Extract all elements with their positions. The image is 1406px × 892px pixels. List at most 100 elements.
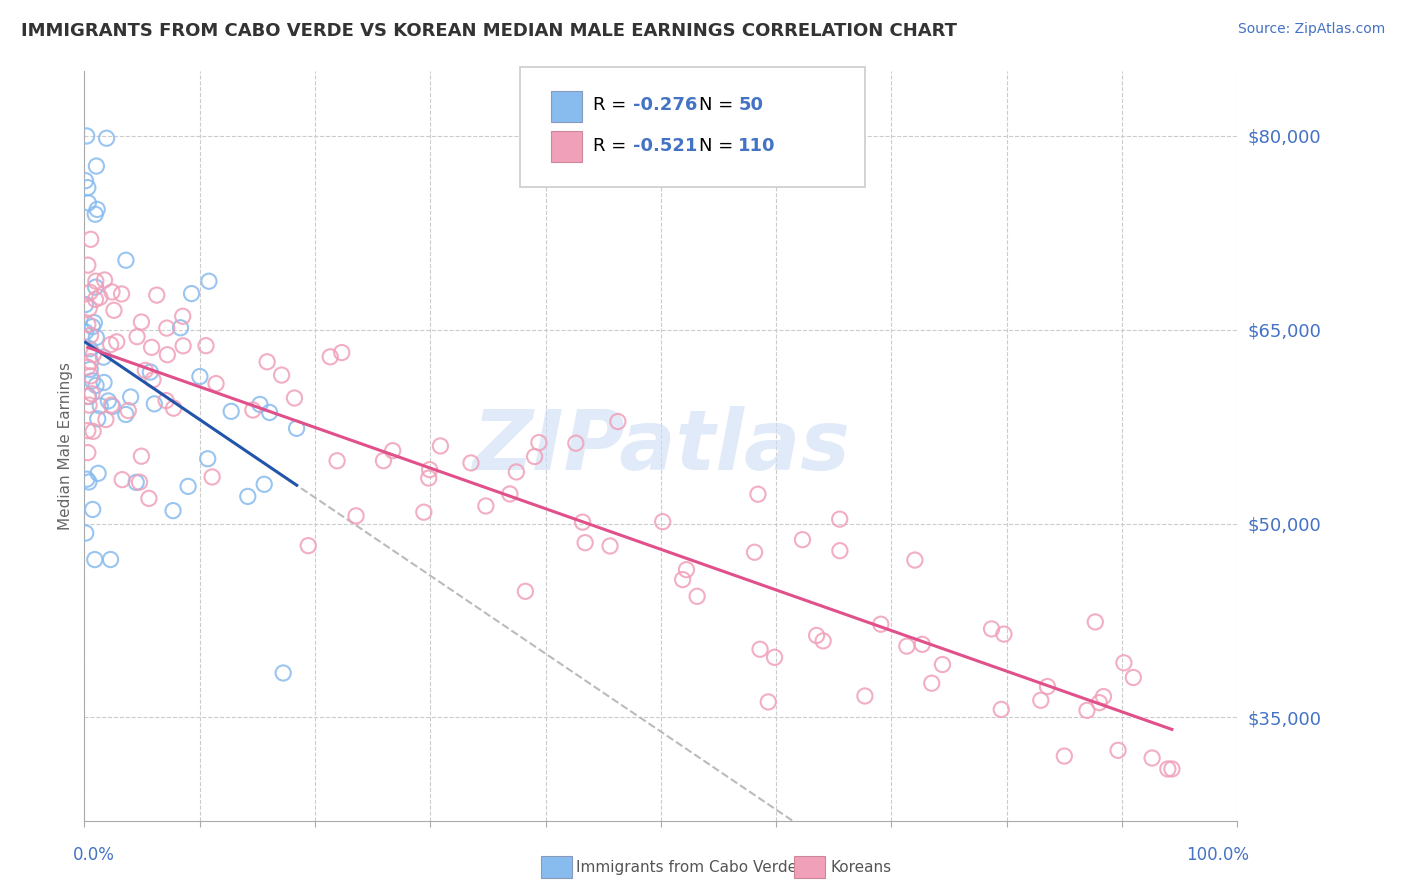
Point (792, 533, 814, 547)
Point (93, 350, 115, 364)
Point (177, 479, 200, 493)
Text: R =: R = (593, 137, 633, 155)
Text: -0.521: -0.521 (633, 137, 697, 155)
Text: Immigrants from Cabo Verde: Immigrants from Cabo Verde (576, 860, 797, 874)
Text: Koreans: Koreans (831, 860, 891, 874)
Point (429, 439, 451, 453)
Point (1088, 696, 1111, 710)
Point (82, 319, 104, 334)
Point (1157, 762, 1180, 776)
Point (1122, 671, 1144, 685)
Point (675, 563, 697, 577)
Point (330, 345, 353, 359)
Point (201, 470, 224, 484)
Point (77, 389, 100, 403)
Point (84, 280, 107, 294)
Point (128, 475, 150, 490)
Point (172, 339, 194, 353)
Point (828, 543, 851, 558)
Point (86, 202, 108, 217)
Point (94, 412, 117, 426)
Point (381, 443, 404, 458)
Point (79, 342, 101, 356)
Point (198, 274, 221, 288)
Point (77, 398, 100, 412)
Point (125, 329, 148, 343)
Point (138, 491, 160, 506)
Point (412, 505, 434, 519)
Point (89, 399, 111, 413)
Point (259, 405, 281, 419)
Point (134, 363, 156, 377)
Text: 100.0%: 100.0% (1185, 847, 1249, 864)
Point (155, 393, 177, 408)
Point (505, 465, 527, 479)
Y-axis label: Median Male Earnings: Median Male Earnings (58, 362, 73, 530)
Point (249, 397, 271, 411)
Point (219, 404, 242, 418)
Point (125, 475, 148, 490)
Point (100, 552, 122, 566)
Point (896, 639, 918, 653)
Point (253, 477, 276, 491)
Point (84, 207, 107, 221)
Point (87, 411, 110, 425)
Point (980, 622, 1002, 636)
Point (911, 637, 934, 651)
Point (747, 487, 769, 501)
Point (499, 487, 522, 501)
Point (744, 545, 766, 559)
Text: 0.0%: 0.0% (73, 847, 115, 864)
Point (869, 617, 891, 632)
Point (475, 499, 498, 513)
Point (1140, 751, 1163, 765)
Point (117, 403, 139, 417)
Point (145, 288, 167, 302)
Text: 50: 50 (738, 96, 763, 114)
Point (75, 325, 97, 339)
Point (806, 628, 828, 642)
Text: ZIPatlas: ZIPatlas (472, 406, 849, 486)
Point (756, 695, 779, 709)
Point (143, 397, 166, 411)
Point (515, 584, 537, 599)
Point (242, 403, 264, 417)
Point (1084, 615, 1107, 629)
Point (82, 374, 104, 388)
Point (1053, 749, 1076, 764)
Point (103, 303, 125, 318)
Point (131, 449, 153, 463)
Point (77, 301, 100, 316)
Point (188, 369, 211, 384)
Point (89, 290, 111, 304)
Point (76, 389, 98, 403)
Point (100, 398, 122, 412)
Point (76, 258, 98, 272)
Point (344, 508, 367, 523)
Point (142, 373, 165, 387)
Point (931, 657, 953, 672)
Point (110, 287, 132, 301)
Point (79, 285, 101, 300)
Text: -0.276: -0.276 (633, 96, 697, 114)
Point (84, 378, 107, 392)
Point (256, 355, 278, 369)
Point (80, 386, 103, 401)
Point (84, 293, 107, 307)
Point (111, 473, 134, 487)
Point (139, 365, 162, 379)
Point (79, 362, 101, 376)
Point (80, 354, 103, 368)
Point (205, 376, 228, 391)
Point (460, 456, 482, 470)
Point (82, 347, 104, 361)
Text: N =: N = (699, 96, 738, 114)
Point (83, 552, 105, 566)
Point (811, 633, 834, 648)
Point (195, 339, 218, 353)
Point (76, 128, 98, 143)
Point (76, 318, 98, 332)
Point (763, 650, 786, 665)
Point (86, 159, 108, 173)
Point (96, 131, 118, 145)
